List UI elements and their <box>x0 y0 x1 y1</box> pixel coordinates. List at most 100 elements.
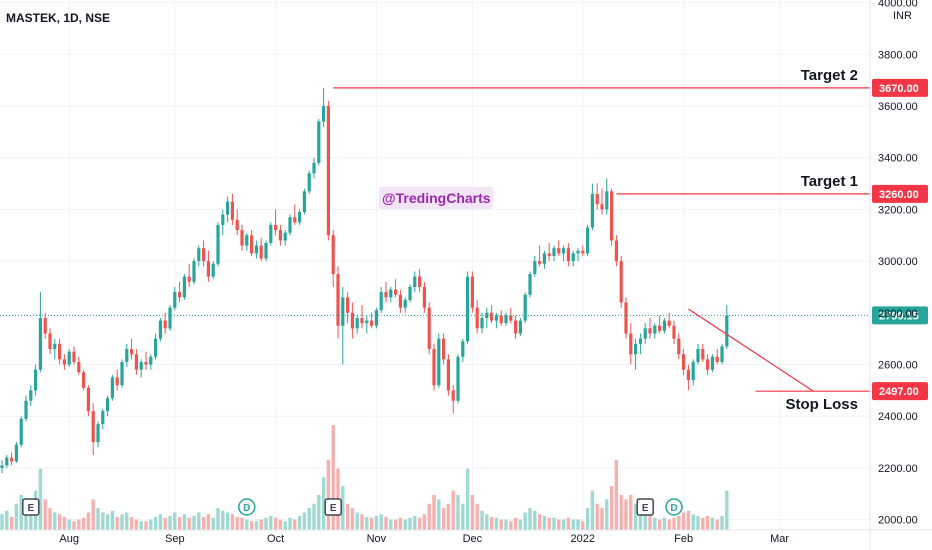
candle <box>691 359 695 386</box>
candle <box>110 374 114 401</box>
volume-bar <box>451 490 455 530</box>
candle <box>701 343 705 362</box>
earnings-event-icon[interactable]: E <box>324 498 342 516</box>
dividend-event-icon[interactable]: D <box>665 498 683 516</box>
candle <box>43 312 47 339</box>
volume-bar <box>350 508 355 530</box>
volume-bar <box>91 499 95 530</box>
volume-bar <box>53 512 57 530</box>
candle <box>298 209 302 225</box>
candle <box>725 305 729 350</box>
volume-bar <box>177 516 182 530</box>
volume-bar <box>269 516 273 530</box>
volume-bar <box>422 514 427 530</box>
candle <box>715 349 719 365</box>
volume-bar <box>657 519 662 530</box>
candle <box>437 333 441 388</box>
candle <box>235 209 239 236</box>
volume-bar <box>206 514 211 530</box>
candle <box>672 320 676 344</box>
candle <box>274 209 278 236</box>
volume-bar <box>302 512 307 530</box>
price-axis[interactable]: 4000.00 3800.00 3600.00 3400.00 3200.00 3000.… <box>878 0 918 527</box>
volume-bar <box>81 517 86 530</box>
candle <box>475 299 479 334</box>
volume-bar <box>715 519 719 530</box>
volume-bar <box>278 519 283 530</box>
candle <box>14 442 18 463</box>
watermark-group: @TredingCharts <box>379 187 493 209</box>
volume-bar <box>523 512 527 530</box>
candle <box>677 333 681 360</box>
volume-bar <box>225 512 230 530</box>
volume-bar <box>365 516 369 530</box>
volume-bar <box>725 490 729 530</box>
volume-bar <box>38 468 43 530</box>
volume-bar <box>345 503 350 530</box>
volume-bar <box>369 517 374 530</box>
candle <box>384 281 388 303</box>
volume-bar <box>293 519 297 530</box>
y-tick-label: 2400.00 <box>878 411 918 423</box>
candle <box>139 359 143 378</box>
candle <box>442 333 446 365</box>
earnings-event-icon[interactable]: E <box>636 498 654 516</box>
candle <box>250 230 254 256</box>
volume-bar <box>259 519 263 530</box>
candle <box>38 292 42 373</box>
volume-bar <box>403 519 407 530</box>
candle <box>485 307 489 329</box>
candle <box>182 274 186 300</box>
candle <box>48 328 52 355</box>
candle <box>446 354 450 396</box>
volume-bar <box>456 495 460 530</box>
volume-bar <box>216 508 220 530</box>
dividend-event-icon[interactable]: D <box>238 498 256 516</box>
volume-bar <box>77 519 81 530</box>
volume-bar <box>393 519 398 530</box>
y-tick-label: 3200.00 <box>878 204 918 216</box>
volume-bar <box>182 514 187 530</box>
time-axis[interactable]: Aug Sep Oct Nov Dec 2022 Feb Mar <box>59 533 789 545</box>
candle <box>278 224 282 246</box>
volume-bar <box>62 516 67 530</box>
candle <box>686 364 690 391</box>
candle <box>480 312 484 334</box>
candle <box>322 87 326 127</box>
candle <box>226 196 230 223</box>
candle <box>614 235 618 267</box>
volume-bar <box>57 514 62 530</box>
candle <box>696 343 700 365</box>
candle <box>403 297 407 313</box>
earnings-event-icon[interactable]: E <box>22 498 40 516</box>
candle <box>552 245 556 262</box>
candle <box>581 245 585 256</box>
candle <box>10 452 14 466</box>
event-label: D <box>670 503 677 514</box>
volume-bar <box>437 499 441 530</box>
candle <box>62 354 66 370</box>
candle <box>538 245 542 267</box>
volume-bar <box>264 517 268 530</box>
candle <box>374 307 378 329</box>
candle <box>211 261 215 280</box>
volume-bar <box>67 519 71 530</box>
y-tick-label: 2000.00 <box>878 515 918 527</box>
candle <box>221 209 225 236</box>
candle <box>605 178 609 215</box>
volume-bar <box>509 521 513 530</box>
volume-bar <box>283 521 287 530</box>
volume-bar <box>72 521 76 530</box>
trendline[interactable] <box>688 308 814 392</box>
candle <box>523 292 527 324</box>
volume-bar <box>355 512 359 530</box>
y-tick-label: 3600.00 <box>878 101 918 113</box>
candle <box>101 408 105 430</box>
candle <box>494 312 498 329</box>
volume-bar <box>408 517 412 530</box>
level-badge <box>872 78 928 97</box>
volume-bar <box>696 516 700 530</box>
candle <box>192 258 196 285</box>
